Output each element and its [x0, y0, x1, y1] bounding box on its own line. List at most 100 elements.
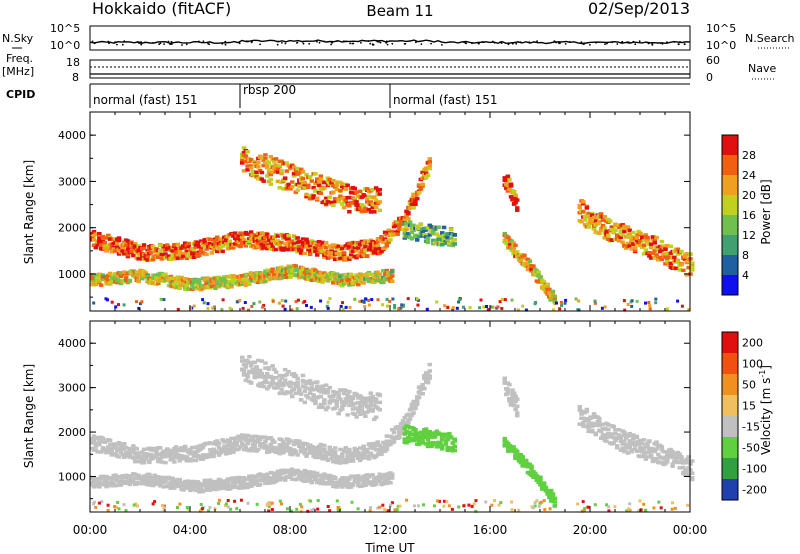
echo-cell — [448, 227, 454, 232]
nsearch-point — [507, 43, 510, 46]
colorbar-swatch — [722, 175, 738, 195]
echo-cell — [184, 285, 190, 289]
echo-cell — [182, 448, 188, 453]
echo-cell — [548, 488, 554, 493]
echo-cell — [157, 483, 163, 487]
echo-cell — [184, 459, 190, 463]
echo-cell — [347, 277, 352, 282]
echo-cell — [613, 438, 618, 443]
echo-cell — [622, 299, 626, 303]
echo-cell — [191, 255, 197, 259]
nsearch-point — [121, 43, 124, 46]
echo-cell — [268, 241, 274, 245]
echo-cell — [681, 268, 686, 273]
echo-cell — [172, 460, 177, 464]
freq-tick-bottom: 8 — [72, 71, 79, 84]
echo-cell — [328, 297, 332, 301]
echo-cell — [359, 249, 365, 253]
echo-cell — [238, 298, 242, 302]
echo-cell — [322, 476, 327, 480]
echo-cell — [504, 178, 509, 183]
echo-cell — [348, 252, 354, 257]
echo-cell — [359, 455, 365, 459]
echo-cell — [402, 231, 407, 235]
echo-cell — [647, 301, 651, 304]
echo-cell — [207, 441, 213, 445]
nsearch-point — [116, 43, 118, 46]
echo-cell — [538, 501, 542, 505]
echo-cell — [533, 501, 537, 505]
echo-cell — [273, 370, 279, 374]
echo-cell — [138, 458, 143, 463]
echo-cell — [602, 433, 607, 437]
echo-cell — [654, 253, 659, 257]
echo-cell — [284, 161, 290, 165]
echo-cell — [340, 400, 345, 404]
echo-cell — [593, 503, 597, 507]
nsearch-point — [276, 43, 279, 46]
echo-cell — [340, 284, 345, 288]
echo-cell — [223, 504, 227, 507]
echo-cell — [114, 305, 118, 309]
echo-cell — [641, 252, 647, 256]
echo-cell — [440, 447, 445, 451]
echo-cell — [652, 256, 657, 260]
echo-cell — [270, 364, 275, 368]
echo-cell — [377, 393, 382, 398]
nsearch-point — [415, 41, 417, 44]
echo-cell — [275, 170, 281, 174]
nsearch-point — [136, 41, 139, 43]
echo-cell — [91, 434, 97, 438]
echo-cell — [518, 453, 524, 457]
nsearch-point — [632, 40, 635, 43]
power-colorbar-label: Power [dB] — [759, 179, 773, 244]
echo-cell — [668, 447, 674, 452]
echo-cell — [511, 391, 517, 395]
echo-cell — [240, 161, 245, 165]
echo-cell — [254, 170, 259, 174]
echo-cell — [290, 394, 295, 398]
echo-cell — [661, 252, 666, 256]
echo-cell — [370, 298, 374, 301]
echo-cell — [558, 307, 562, 311]
echo-cell — [122, 303, 126, 307]
colorbar-tick-label: 12 — [742, 229, 756, 242]
echo-cell — [159, 252, 165, 257]
echo-cell — [298, 247, 304, 251]
echo-cell — [654, 297, 658, 301]
echo-cell — [659, 239, 665, 244]
echo-cell — [302, 400, 307, 405]
echo-cell — [425, 307, 429, 311]
echo-cell — [368, 400, 374, 405]
echo-cell — [232, 275, 238, 279]
echo-cell — [270, 239, 275, 243]
echo-cell — [313, 399, 318, 404]
echo-cell — [294, 300, 298, 304]
echo-cell — [215, 245, 220, 249]
echo-cell — [268, 155, 274, 159]
echo-cell — [311, 395, 316, 399]
echo-cell — [435, 300, 439, 304]
echo-cell — [286, 182, 291, 187]
echo-cell — [211, 247, 216, 252]
echo-cell — [366, 408, 372, 413]
echo-cell — [415, 238, 420, 242]
echo-cell — [548, 298, 552, 302]
echo-cell — [338, 274, 343, 279]
echo-cell — [140, 481, 145, 486]
echo-cell — [682, 257, 688, 261]
echo-cell — [282, 235, 288, 239]
echo-cell — [388, 276, 393, 281]
nsearch-point — [140, 41, 143, 43]
echo-cell — [227, 448, 232, 452]
echo-cell — [341, 251, 347, 255]
echo-cell — [390, 474, 395, 479]
echo-cell — [116, 236, 122, 240]
echo-cell — [338, 447, 343, 452]
echo-cell — [259, 170, 265, 175]
echo-cell — [325, 390, 331, 395]
echo-cell — [261, 277, 266, 281]
echo-cell — [543, 290, 549, 294]
echo-cell — [148, 250, 154, 255]
